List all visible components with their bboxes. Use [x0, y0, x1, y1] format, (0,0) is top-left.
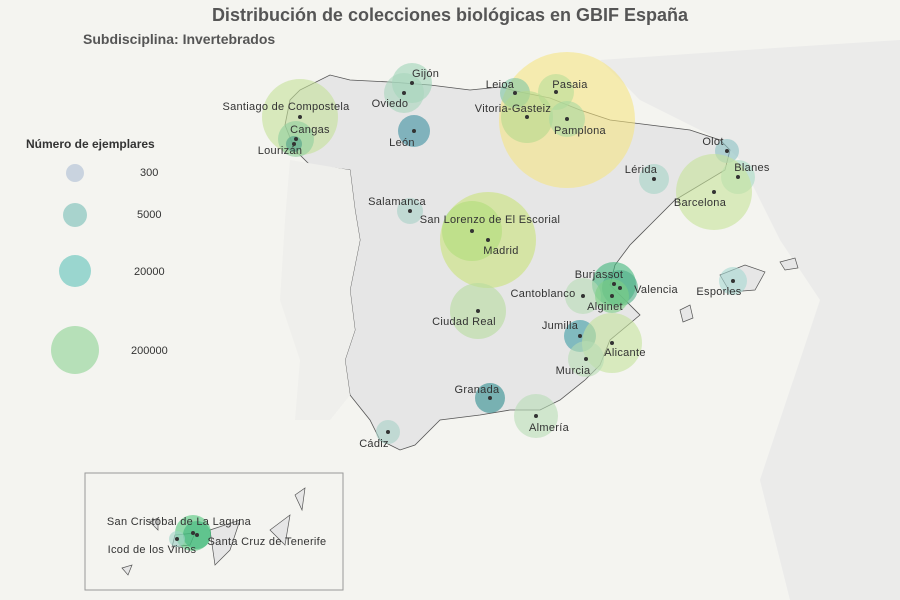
city-marker: [292, 142, 296, 146]
legend-circle: [66, 164, 84, 182]
city-label: Icod de los Vinos: [108, 544, 197, 556]
subtitle: Subdisciplina: Invertebrados: [83, 31, 276, 47]
city-marker: [410, 81, 414, 85]
city-marker: [513, 91, 517, 95]
city-label: Cangas: [290, 124, 330, 136]
legend-title: Número de ejemplares: [26, 137, 155, 151]
city-marker: [476, 309, 480, 313]
city-marker: [610, 294, 614, 298]
city-marker: [652, 177, 656, 181]
city-marker: [565, 117, 569, 121]
legend-label: 20000: [134, 266, 165, 278]
city-label: Santa Cruz de Tenerife: [208, 536, 327, 548]
city-label: Gijón: [412, 68, 439, 80]
portugal-land: [280, 160, 360, 420]
city-marker: [386, 430, 390, 434]
city-marker: [470, 229, 474, 233]
city-marker: [486, 238, 490, 242]
city-marker: [581, 294, 585, 298]
city-marker: [298, 115, 302, 119]
city-label: Lérida: [625, 164, 658, 176]
city-label: Oviedo: [372, 98, 409, 110]
city-label: Pamplona: [554, 125, 607, 137]
city-label: Barcelona: [674, 197, 727, 209]
legend-circle: [59, 255, 91, 287]
city-marker: [175, 537, 179, 541]
city-marker: [612, 282, 616, 286]
legend-circle: [51, 326, 99, 374]
legend-circle: [63, 203, 87, 227]
city-label: San Cristóbal de La Laguna: [107, 516, 252, 528]
canary-inset-frame: [84, 472, 344, 591]
page-title: Distribución de colecciones biológicas e…: [211, 5, 689, 25]
legend-label: 200000: [131, 345, 168, 357]
city-label: Almería: [529, 422, 570, 434]
city-marker: [191, 531, 195, 535]
city-marker: [731, 279, 735, 283]
city-label: Murcia: [556, 365, 591, 377]
city-marker: [488, 396, 492, 400]
city-marker: [195, 533, 199, 537]
city-label: Madrid: [483, 245, 518, 257]
france-land: [600, 40, 900, 600]
city-label: Alginet: [587, 301, 623, 313]
city-marker: [610, 341, 614, 345]
city-label: Burjassot: [575, 269, 624, 281]
city-label: Cádiz: [359, 438, 389, 450]
city-marker: [736, 175, 740, 179]
city-marker: [525, 115, 529, 119]
legend-label: 5000: [137, 209, 162, 221]
city-label: Alicante: [604, 347, 646, 359]
city-label: Valencia: [634, 284, 678, 296]
city-marker: [584, 357, 588, 361]
city-marker: [712, 190, 716, 194]
city-label: Olot: [702, 136, 723, 148]
city-marker: [725, 149, 729, 153]
city-label: Esporles: [696, 286, 741, 298]
city-marker: [534, 414, 538, 418]
city-marker: [408, 209, 412, 213]
city-label: Santiago de Compostela: [222, 101, 350, 113]
city-label: León: [389, 137, 415, 149]
city-marker: [578, 334, 582, 338]
city-label: Vitoria-Gasteiz: [475, 103, 551, 115]
city-label: Ciudad Real: [432, 316, 496, 328]
city-label: Jumilla: [542, 320, 579, 332]
city-label: Pasaia: [552, 79, 588, 91]
city-label: San Lorenzo de El Escorial: [420, 214, 561, 226]
city-label: Salamanca: [368, 196, 426, 208]
city-marker: [412, 129, 416, 133]
city-label: Cantoblanco: [510, 288, 575, 300]
city-label: Lourizán: [258, 145, 303, 157]
city-marker: [402, 91, 406, 95]
canary-islands: [121, 487, 306, 576]
city-marker: [294, 137, 298, 141]
city-label: Blanes: [734, 162, 770, 174]
city-marker: [554, 90, 558, 94]
city-label: Granada: [455, 384, 500, 396]
legend-label: 300: [140, 167, 159, 179]
city-label: Leioa: [486, 79, 515, 91]
city-marker: [618, 286, 622, 290]
